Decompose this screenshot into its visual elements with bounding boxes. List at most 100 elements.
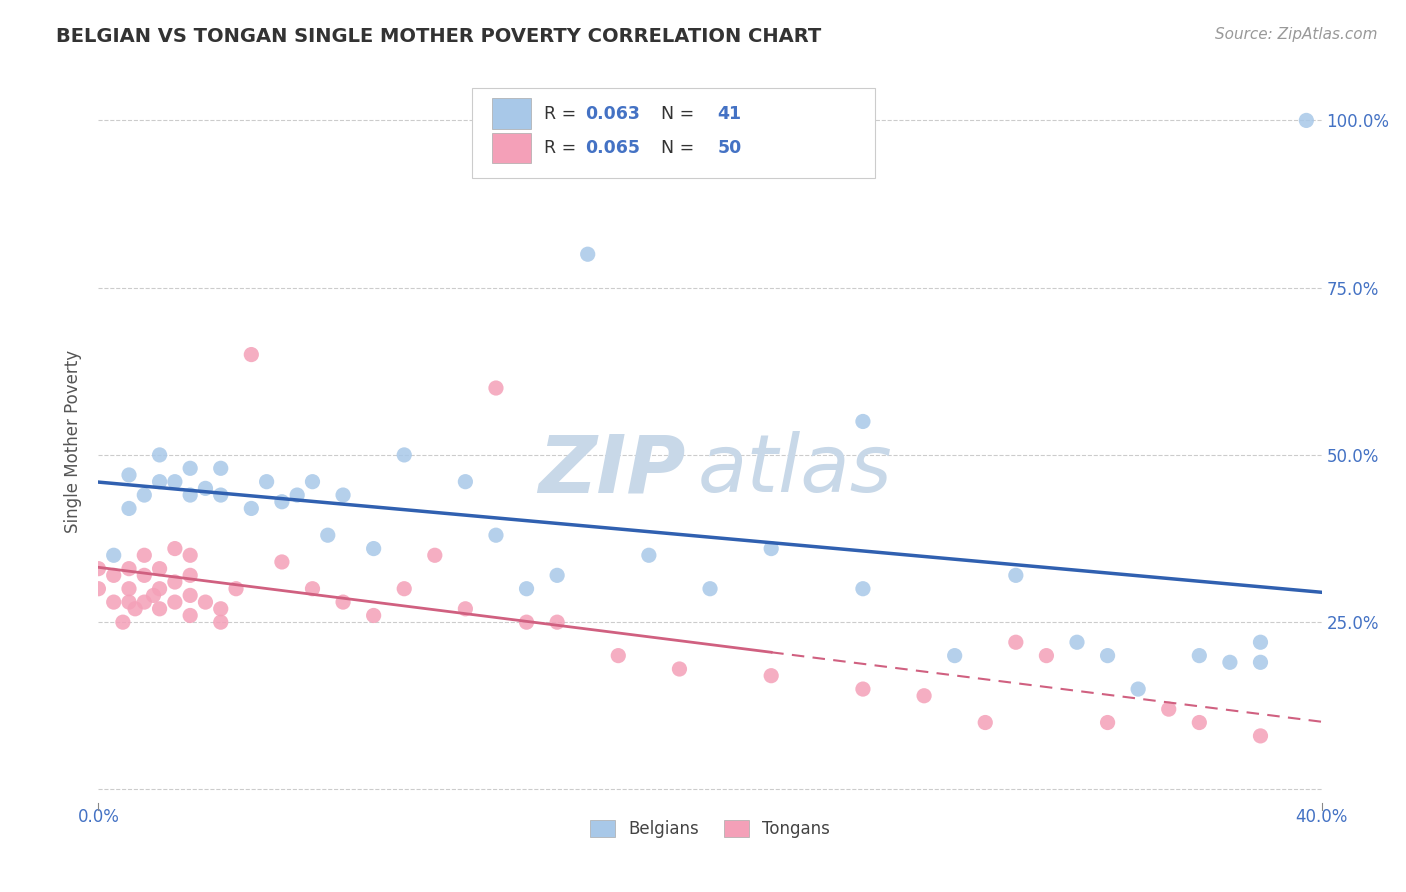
Point	[516, 615, 538, 630]
Point	[103, 548, 125, 563]
Point	[316, 528, 339, 542]
Point	[485, 381, 508, 395]
Point	[423, 548, 446, 563]
Point	[270, 494, 292, 508]
Point	[1004, 568, 1026, 582]
Point	[1295, 113, 1317, 128]
Point	[179, 608, 201, 623]
Point	[576, 247, 599, 261]
FancyBboxPatch shape	[492, 98, 531, 128]
Point	[1097, 715, 1119, 730]
Point	[194, 482, 217, 496]
Point	[225, 582, 247, 596]
Point	[179, 548, 201, 563]
Point	[179, 488, 201, 502]
Point	[240, 348, 263, 362]
Point	[332, 595, 354, 609]
Point	[149, 602, 172, 616]
Text: R =: R =	[544, 104, 582, 122]
Point	[1249, 729, 1271, 743]
Point	[134, 595, 156, 609]
Text: R =: R =	[544, 139, 582, 157]
Point	[194, 595, 217, 609]
Point	[134, 548, 156, 563]
Point	[637, 548, 661, 563]
Point	[1157, 702, 1180, 716]
Point	[485, 528, 508, 542]
Point	[179, 568, 201, 582]
Point	[759, 541, 782, 556]
Point	[1035, 648, 1057, 663]
Text: Source: ZipAtlas.com: Source: ZipAtlas.com	[1215, 27, 1378, 42]
Point	[1128, 682, 1150, 697]
Point	[363, 608, 385, 623]
Point	[285, 488, 308, 502]
Point	[87, 582, 110, 596]
Point	[974, 715, 997, 730]
FancyBboxPatch shape	[492, 133, 531, 163]
Point	[332, 488, 354, 502]
Point	[163, 541, 186, 556]
Point	[301, 475, 323, 489]
Point	[87, 562, 110, 576]
Text: 0.065: 0.065	[585, 139, 640, 157]
Point	[209, 615, 232, 630]
Text: ZIP: ZIP	[538, 432, 686, 509]
Point	[699, 582, 721, 596]
Point	[163, 475, 186, 489]
Point	[270, 555, 292, 569]
Point	[1249, 635, 1271, 649]
Text: BELGIAN VS TONGAN SINGLE MOTHER POVERTY CORRELATION CHART: BELGIAN VS TONGAN SINGLE MOTHER POVERTY …	[56, 27, 821, 45]
Point	[392, 448, 416, 462]
Text: 41: 41	[717, 104, 741, 122]
Point	[124, 602, 146, 616]
Point	[149, 582, 172, 596]
Point	[1004, 635, 1026, 649]
Point	[546, 568, 568, 582]
Text: atlas: atlas	[697, 432, 893, 509]
Point	[209, 602, 232, 616]
Point	[454, 475, 477, 489]
Point	[118, 562, 141, 576]
Point	[256, 475, 278, 489]
Point	[163, 575, 186, 590]
Point	[607, 648, 630, 663]
Point	[111, 615, 134, 630]
Y-axis label: Single Mother Poverty: Single Mother Poverty	[65, 350, 83, 533]
Point	[118, 582, 141, 596]
FancyBboxPatch shape	[471, 87, 875, 178]
Point	[209, 461, 232, 475]
Point	[179, 589, 201, 603]
Point	[454, 602, 477, 616]
Point	[943, 648, 966, 663]
Point	[149, 562, 172, 576]
Point	[240, 501, 263, 516]
Point	[103, 568, 125, 582]
Point	[759, 669, 782, 683]
Point	[852, 414, 875, 428]
Point	[134, 488, 156, 502]
Point	[668, 662, 690, 676]
Point	[1249, 655, 1271, 669]
Point	[209, 488, 232, 502]
Point	[1066, 635, 1088, 649]
Text: N =: N =	[650, 104, 700, 122]
Point	[179, 461, 201, 475]
Text: N =: N =	[650, 139, 700, 157]
Point	[1188, 715, 1211, 730]
Point	[852, 682, 875, 697]
Point	[163, 595, 186, 609]
Point	[149, 475, 172, 489]
Legend: Belgians, Tongans: Belgians, Tongans	[583, 814, 837, 845]
Point	[134, 568, 156, 582]
Text: 0.063: 0.063	[585, 104, 640, 122]
Text: 50: 50	[717, 139, 741, 157]
Point	[103, 595, 125, 609]
Point	[149, 448, 172, 462]
Point	[118, 595, 141, 609]
Point	[1188, 648, 1211, 663]
Point	[118, 501, 141, 516]
Point	[142, 589, 165, 603]
Point	[516, 582, 538, 596]
Point	[912, 689, 935, 703]
